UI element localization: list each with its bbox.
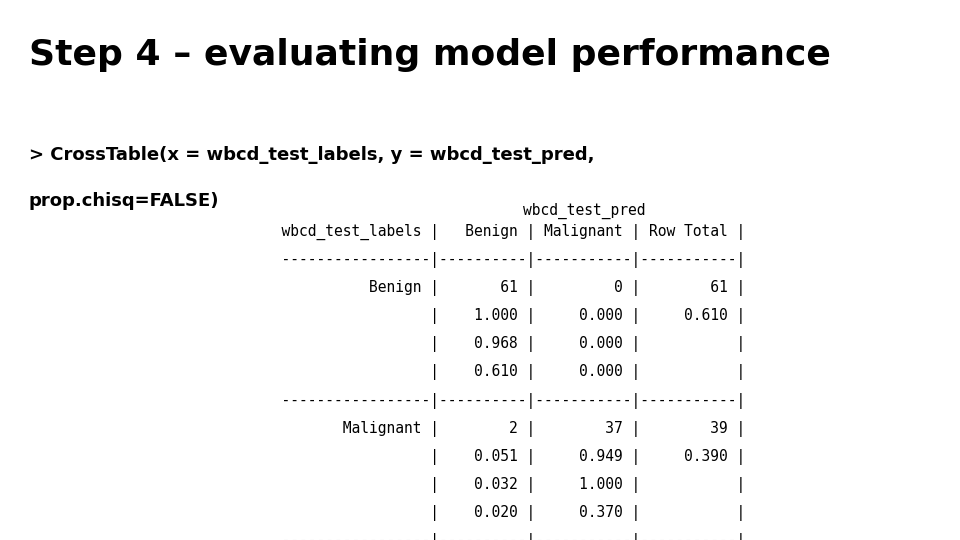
Text: wbcd_test_pred: wbcd_test_pred — [523, 202, 646, 219]
Text: -----------------|----------|-----------|-----------|: -----------------|----------|-----------… — [264, 393, 745, 409]
Text: |    0.051 |     0.949 |     0.390 |: | 0.051 | 0.949 | 0.390 | — [264, 449, 745, 465]
Text: -----------------|----------|-----------|-----------|: -----------------|----------|-----------… — [264, 533, 745, 540]
Text: > CrossTable(x = wbcd_test_labels, y = wbcd_test_pred,: > CrossTable(x = wbcd_test_labels, y = w… — [29, 146, 594, 164]
Text: |    0.610 |     0.000 |           |: | 0.610 | 0.000 | | — [264, 364, 745, 381]
Text: Malignant |        2 |        37 |        39 |: Malignant | 2 | 37 | 39 | — [264, 421, 745, 437]
Text: prop.chisq=FALSE): prop.chisq=FALSE) — [29, 192, 219, 210]
Text: |    0.968 |     0.000 |           |: | 0.968 | 0.000 | | — [264, 336, 745, 353]
Text: wbcd_test_labels |   Benign | Malignant | Row Total |: wbcd_test_labels | Benign | Malignant | … — [264, 224, 745, 240]
Text: |    1.000 |     0.000 |     0.610 |: | 1.000 | 0.000 | 0.610 | — [264, 308, 745, 325]
Text: Benign |       61 |         0 |        61 |: Benign | 61 | 0 | 61 | — [264, 280, 745, 296]
Text: -----------------|----------|-----------|-----------|: -----------------|----------|-----------… — [264, 252, 745, 268]
Text: Step 4 – evaluating model performance: Step 4 – evaluating model performance — [29, 38, 830, 72]
Text: |    0.032 |     1.000 |           |: | 0.032 | 1.000 | | — [264, 477, 745, 493]
Text: |    0.020 |     0.370 |           |: | 0.020 | 0.370 | | — [264, 505, 745, 521]
